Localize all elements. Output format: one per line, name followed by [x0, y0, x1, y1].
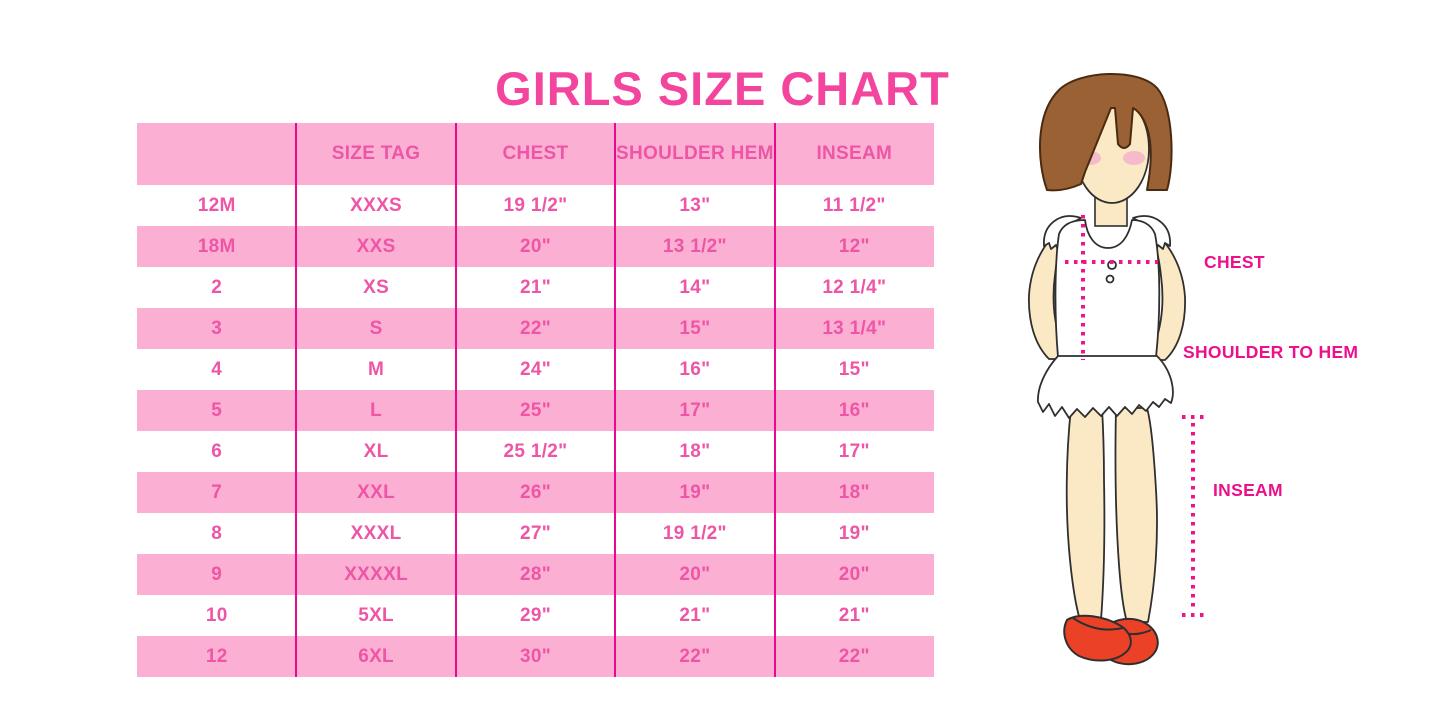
table-cell: 3 [211, 317, 223, 339]
table-cell: 13" [679, 194, 711, 216]
table-column-divider [773, 123, 776, 677]
table-cell: 12 1/4" [822, 276, 887, 298]
table-cell: 11 1/2" [822, 194, 886, 216]
table-cell: 19" [679, 481, 711, 503]
table-column-divider [295, 123, 298, 677]
table-cell: 12 [205, 645, 228, 667]
table-cell: 12" [838, 235, 870, 257]
table-cell: 29" [519, 604, 552, 626]
table-column-divider [454, 123, 457, 677]
girl-shoes [1063, 614, 1159, 666]
table-cell: L [370, 399, 383, 421]
table-cell: 13 1/4" [822, 317, 887, 339]
table-cell: S [369, 317, 383, 339]
table-row: 9 XXXXL 28" 20" 20" [137, 554, 934, 595]
table-cell: 18" [679, 440, 711, 462]
table-cell: XS [363, 276, 390, 298]
table-cell: 24" [519, 358, 552, 380]
table-cell: 21" [679, 604, 711, 626]
column-header-inseam: INSEAM [816, 143, 893, 164]
table-cell: 22" [838, 645, 870, 667]
table-cell: 21" [838, 604, 870, 626]
table-cell: 18M [197, 235, 236, 257]
blush-right [1123, 151, 1145, 165]
size-table: SIZE TAG CHEST SHOULDER HEM INSEAM 12M X… [137, 123, 934, 677]
inseam-label: INSEAM [1213, 480, 1283, 500]
table-cell: 5XL [358, 604, 394, 626]
table-cell: 2 [211, 276, 223, 298]
table-cell: 26" [519, 481, 552, 503]
table-cell: XXXXL [344, 563, 408, 585]
table-row: 18M XXS 20" 13 1/2" 12" [137, 226, 934, 267]
table-cell: XXL [357, 481, 396, 503]
table-cell: 28" [519, 563, 552, 585]
table-row: 12M XXXS 19 1/2" 13" 11 1/2" [137, 185, 934, 226]
table-cell: 9 [211, 563, 223, 585]
table-cell: 13 1/2" [662, 235, 727, 257]
table-cell: 16" [838, 399, 870, 421]
table-row: 10 5XL 29" 21" 21" [137, 595, 934, 636]
girl-skirt [1037, 355, 1174, 419]
table-cell: 22" [519, 317, 552, 339]
table-row: 5 L 25" 17" 16" [137, 390, 934, 431]
column-header [137, 123, 296, 185]
table-cell: 20" [838, 563, 870, 585]
table-cell: XXS [356, 235, 396, 257]
column-header-size-tag: SIZE TAG [331, 143, 421, 164]
table-column-divider [614, 123, 617, 677]
table-row: 7 XXL 26" 19" 18" [137, 472, 934, 513]
table-cell: 22" [679, 645, 711, 667]
chest-label: CHEST [1204, 252, 1265, 272]
table-cell: 17" [679, 399, 711, 421]
shirt-button [1105, 274, 1115, 284]
table-cell: 7 [211, 481, 223, 503]
girl-hair [1039, 72, 1173, 192]
table-cell: 30" [519, 645, 552, 667]
table-cell: 12M [197, 194, 236, 216]
measurement-lines [1065, 215, 1204, 617]
table-cell: XXXS [350, 194, 403, 216]
girl-top [1042, 215, 1172, 358]
table-cell: 25" [519, 399, 552, 421]
table-cell: 16" [679, 358, 711, 380]
table-cell: 19 1/2" [662, 522, 727, 544]
girl-figure-illustration [1028, 72, 1204, 666]
table-cell: 5 [211, 399, 223, 421]
table-row: 4 M 24" 16" 15" [137, 349, 934, 390]
table-cell: XXXL [350, 522, 402, 544]
shoulder-to-hem-label: SHOULDER TO HEM [1183, 342, 1359, 362]
table-cell: 10 [205, 604, 228, 626]
page-title: GIRLS SIZE CHART [495, 62, 950, 116]
table-cell: 6 [211, 440, 223, 462]
table-cell: 27" [519, 522, 552, 544]
table-cell: 19" [838, 522, 870, 544]
table-cell: 19 1/2" [503, 194, 568, 216]
measurement-figure [985, 60, 1445, 723]
table-row: 8 XXXL 27" 19 1/2" 19" [137, 513, 934, 554]
table-cell: 8 [211, 522, 223, 544]
table-cell: 18" [838, 481, 870, 503]
table-cell: 17" [838, 440, 870, 462]
table-cell: 25 1/2" [503, 440, 568, 462]
table-header-row: SIZE TAG CHEST SHOULDER HEM INSEAM [137, 123, 934, 185]
column-header-shoulder-hem: SHOULDER HEM [616, 143, 774, 164]
table-row: 12 6XL 30" 22" 22" [137, 636, 934, 677]
table-row: 2 XS 21" 14" 12 1/4" [137, 267, 934, 308]
table-cell: 21" [519, 276, 552, 298]
table-cell: XL [363, 440, 389, 462]
table-cell: 15" [838, 358, 870, 380]
column-header-chest: CHEST [502, 143, 569, 164]
table-row: 3 S 22" 15" 13 1/4" [137, 308, 934, 349]
table-cell: 20" [519, 235, 552, 257]
table-cell: 15" [679, 317, 711, 339]
table-cell: 4 [211, 358, 223, 380]
table-cell: 14" [679, 276, 711, 298]
girl-legs [1065, 407, 1158, 623]
table-row: 6 XL 25 1/2" 18" 17" [137, 431, 934, 472]
table-cell: 6XL [358, 645, 394, 667]
table-cell: 20" [679, 563, 711, 585]
table-cell: M [368, 358, 385, 380]
